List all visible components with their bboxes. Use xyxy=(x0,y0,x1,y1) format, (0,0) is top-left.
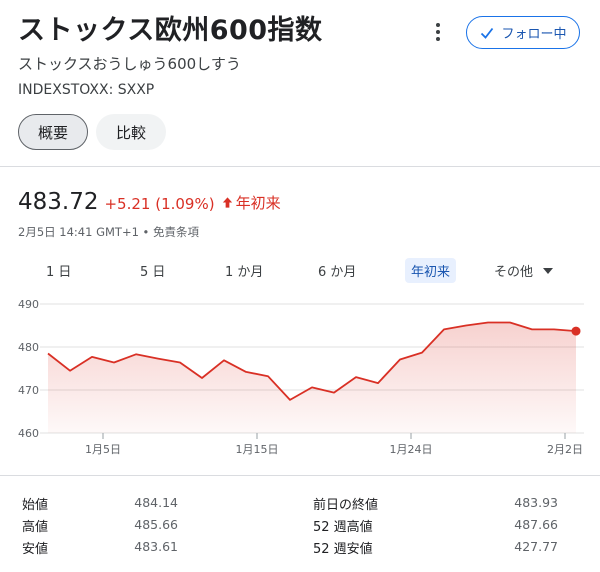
tab-overview[interactable]: 概要 xyxy=(18,114,88,150)
quote-timestamp: 2月5日 14:41 GMT+1 • 免責条項 xyxy=(18,225,199,239)
y-tick-label: 460 xyxy=(18,427,39,440)
divider xyxy=(0,475,600,476)
follow-button-label: フォロー中 xyxy=(501,27,567,42)
more-options-button[interactable] xyxy=(428,20,448,44)
tab-compare[interactable]: 比較 xyxy=(96,114,166,150)
more-vert-icon xyxy=(436,23,440,27)
y-tick-label: 490 xyxy=(18,298,39,311)
stat-label-high: 高値 xyxy=(22,520,49,535)
range-tab-1m[interactable]: 1 か月 xyxy=(225,265,264,280)
range-more-label: その他 xyxy=(494,265,534,280)
y-tick-label: 480 xyxy=(18,341,39,354)
stat-label-prev-close: 前日の終値 xyxy=(313,498,379,513)
series-area xyxy=(48,322,576,433)
ticker-symbol: INDEXSTOXX: SXXP xyxy=(18,82,155,98)
x-tick-label: 1月5日 xyxy=(85,443,121,456)
page-title: ストックス欧州600指数 xyxy=(18,15,323,46)
more-vert-icon-dot xyxy=(436,37,440,41)
range-more-dropdown[interactable]: その他 xyxy=(494,258,554,283)
stat-value-52w-low: 427.77 xyxy=(514,539,558,554)
last-point-dot xyxy=(571,326,581,336)
range-tab-5d[interactable]: 5 日 xyxy=(140,265,166,280)
price-chart[interactable]: 460 470 480 490 1月5日 1月15日 1月24日 2月2日 xyxy=(0,290,600,466)
range-tab-1d[interactable]: 1 日 xyxy=(46,265,72,280)
arrow-up-icon xyxy=(222,197,232,208)
stat-value-high: 485.66 xyxy=(134,517,178,532)
follow-button[interactable]: フォロー中 xyxy=(466,16,580,49)
x-tick-label: 1月15日 xyxy=(236,443,279,456)
page-subtitle: ストックスおうしゅう600しすう xyxy=(18,55,241,73)
x-tick-label: 1月24日 xyxy=(390,443,433,456)
divider xyxy=(0,166,600,167)
stat-label-low: 安値 xyxy=(22,542,49,557)
range-tab-6m[interactable]: 6 か月 xyxy=(318,265,357,280)
stat-value-52w-high: 487.66 xyxy=(514,517,558,532)
stat-label-52w-high: 52 週高値 xyxy=(313,520,373,535)
quote-row: 483.72 +5.21 (1.09%) 年初来 xyxy=(18,189,281,215)
check-icon xyxy=(481,27,494,39)
change-period: 年初来 xyxy=(221,192,281,213)
stat-value-low: 483.61 xyxy=(134,539,178,554)
stat-value-open: 484.14 xyxy=(134,495,178,510)
caret-down-icon xyxy=(543,267,554,274)
stat-label-open: 始値 xyxy=(22,498,49,513)
stat-value-prev-close: 483.93 xyxy=(514,495,558,510)
more-vert-icon-dot xyxy=(436,30,440,34)
stat-label-52w-low: 52 週安値 xyxy=(313,542,373,557)
series-line xyxy=(47,321,577,401)
x-tick-label: 2月2日 xyxy=(547,443,583,456)
current-price: 483.72 xyxy=(18,189,99,215)
y-tick-label: 470 xyxy=(18,384,39,397)
period-label: 年初来 xyxy=(235,194,281,212)
range-selector: 1 日 5 日 1 か月 6 か月 年初来 その他 xyxy=(0,258,600,284)
range-tab-ytd[interactable]: 年初来 xyxy=(405,258,457,283)
price-change: +5.21 (1.09%) xyxy=(104,195,215,213)
